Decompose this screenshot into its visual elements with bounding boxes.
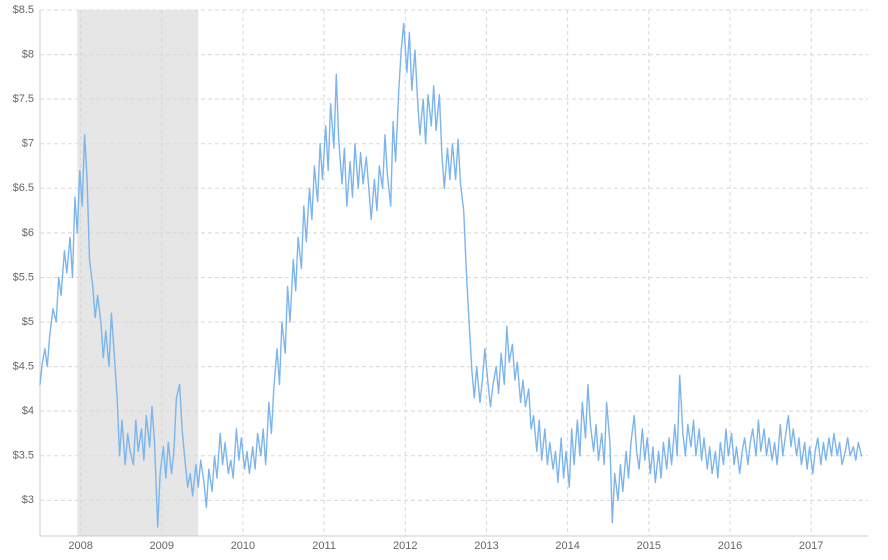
y-tick-label: $4 xyxy=(22,405,34,417)
x-tick-label: 2009 xyxy=(150,540,174,552)
x-tick-label: 2016 xyxy=(718,540,742,552)
y-tick-label: $7.5 xyxy=(13,93,34,105)
x-tick-label: 2008 xyxy=(68,540,92,552)
y-tick-label: $3 xyxy=(22,494,34,506)
y-tick-label: $5 xyxy=(22,316,34,328)
y-tick-label: $8.5 xyxy=(13,4,34,16)
y-tick-label: $6 xyxy=(22,227,34,239)
x-tick-label: 2012 xyxy=(393,540,417,552)
y-tick-label: $7 xyxy=(22,138,34,150)
recession-band xyxy=(77,10,198,536)
y-tick-label: $3.5 xyxy=(13,450,34,462)
x-tick-label: 2013 xyxy=(474,540,498,552)
chart-svg: $3 $3.5 $4 $4.5 $5 $5.5 $6 $6.5 $7 $7.5 $8 $8.5 2008… xyxy=(0,0,888,560)
y-tick-label: $8 xyxy=(22,48,34,60)
y-tick-label: $5.5 xyxy=(13,271,34,283)
x-tick-label: 2011 xyxy=(312,540,336,552)
y-tick-label: $4.5 xyxy=(13,361,34,373)
x-tick-label: 2017 xyxy=(799,540,823,552)
y-tick-label: $6.5 xyxy=(13,182,34,194)
x-tick-label: 2015 xyxy=(637,540,661,552)
chart-container: $3 $3.5 $4 $4.5 $5 $5.5 $6 $6.5 $7 $7.5 $8 $8.5 2008… xyxy=(0,0,888,560)
x-tick-label: 2010 xyxy=(231,540,255,552)
x-tick-label: 2014 xyxy=(555,540,579,552)
